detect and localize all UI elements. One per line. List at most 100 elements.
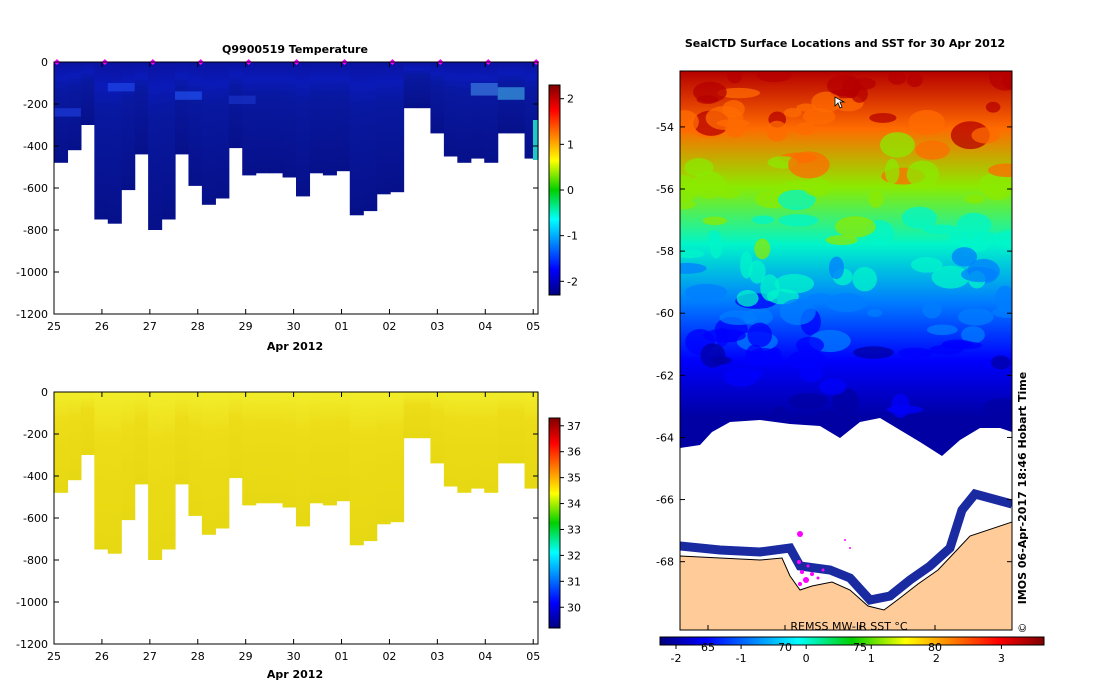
colorbar-tick-label: 2 bbox=[567, 93, 574, 106]
y-tick-label: -1000 bbox=[16, 596, 48, 609]
longitude-ticks: 65 70 75 80 bbox=[701, 625, 942, 654]
sst-texture-patch bbox=[961, 326, 985, 344]
sst-texture-patch bbox=[788, 349, 827, 370]
sst-texture-patch bbox=[901, 206, 937, 229]
sst-map-panel: SealCTD Surface Locations and SST for 30… bbox=[656, 37, 1045, 665]
profile-column bbox=[67, 392, 82, 481]
sst-texture-patch bbox=[740, 251, 753, 279]
sst-texture-patch bbox=[904, 413, 927, 429]
profile-column bbox=[430, 62, 445, 134]
profile-column bbox=[511, 392, 526, 464]
y-tick-label: 0 bbox=[41, 56, 48, 69]
profile-column bbox=[134, 392, 149, 485]
x-tick-label: 01 bbox=[335, 320, 349, 333]
temperature-x-axis: 25 26 27 28 29 30 01 02 03 04 05 bbox=[47, 62, 540, 333]
profile-column bbox=[148, 392, 163, 560]
copyright-symbol: © bbox=[1016, 623, 1029, 634]
sst-texture-patch bbox=[703, 328, 746, 343]
profile-column bbox=[296, 392, 311, 527]
sst-texture-patch bbox=[852, 266, 877, 292]
x-tick-label: 28 bbox=[191, 650, 205, 663]
sst-texture-patch bbox=[906, 160, 940, 188]
y-tick-label: -600 bbox=[23, 512, 48, 525]
sst-colorbar-tick-label: 2 bbox=[933, 652, 940, 665]
profile-column bbox=[390, 62, 405, 193]
y-tick-label: -400 bbox=[23, 470, 48, 483]
sst-texture-patch bbox=[927, 423, 955, 441]
profile-column bbox=[336, 62, 351, 172]
colorbar-tick-label: 1 bbox=[567, 138, 574, 151]
colorbar-tick-label: -1 bbox=[567, 230, 578, 243]
latitude-tick-label: -64 bbox=[656, 431, 674, 444]
sst-texture-patch bbox=[692, 171, 727, 199]
colorbar-tick-label: 37 bbox=[567, 420, 581, 433]
colorbar-tick-label: 36 bbox=[567, 446, 581, 459]
profile-column bbox=[121, 392, 136, 521]
sst-colorbar-tick-label: 3 bbox=[998, 652, 1005, 665]
sst-texture-patch bbox=[994, 285, 1012, 313]
sst-texture-patch bbox=[825, 235, 858, 246]
sst-texture-patch bbox=[784, 108, 802, 118]
profile-column bbox=[188, 392, 203, 516]
sst-texture-patch bbox=[951, 247, 978, 267]
x-tick-label: 30 bbox=[287, 320, 301, 333]
profile-column bbox=[242, 392, 257, 506]
colorbar-tick-label: -2 bbox=[567, 275, 578, 288]
sst-texture bbox=[680, 71, 1012, 441]
salinity-colorbar-ticks: 37 36 35 34 33 32 31 30 bbox=[560, 420, 581, 614]
sst-texture-patch bbox=[799, 365, 823, 383]
temperature-field bbox=[54, 62, 539, 230]
sst-texture-patch bbox=[680, 262, 707, 274]
salinity-colorbar bbox=[548, 417, 561, 629]
seal-location-marker bbox=[803, 577, 809, 583]
sst-texture-patch bbox=[754, 238, 771, 260]
sst-texture-patch bbox=[978, 173, 1012, 196]
sst-texture-patch bbox=[973, 232, 1001, 242]
sst-texture-patch bbox=[832, 387, 859, 415]
profile-column bbox=[215, 392, 230, 529]
x-tick-label: 27 bbox=[143, 320, 157, 333]
salinity-section-panel: 0 -200 -400 -600 -800 -1000 -1200 25 26 27 28 29 30… bbox=[16, 386, 581, 681]
profile-column bbox=[484, 392, 499, 493]
seal-location-marker bbox=[849, 547, 851, 549]
sst-texture-patch bbox=[834, 216, 876, 238]
sst-texture-patch bbox=[700, 343, 726, 368]
x-tick-label: 04 bbox=[478, 650, 492, 663]
sst-texture-patch bbox=[948, 230, 969, 244]
sst-texture-patch bbox=[719, 310, 757, 326]
salinity-x-axis: 25 26 27 28 29 30 01 02 03 04 05 bbox=[47, 392, 540, 663]
sst-texture-patch bbox=[985, 101, 1001, 113]
sst-texture-patch bbox=[696, 95, 719, 104]
latitude-tick-label: -56 bbox=[656, 183, 674, 196]
x-tick-label: 26 bbox=[95, 320, 109, 333]
profile-column bbox=[215, 62, 230, 199]
y-tick-label: -200 bbox=[23, 98, 48, 111]
sst-colorbar-tick-label: 0 bbox=[803, 652, 810, 665]
sst-colorbar-ticks: -2 -1 0 1 2 3 bbox=[671, 645, 1005, 665]
longitude-tick-label: 70 bbox=[778, 641, 792, 654]
sst-texture-patch bbox=[747, 322, 773, 348]
y-tick-label: -600 bbox=[23, 182, 48, 195]
sst-texture-patch bbox=[991, 355, 1011, 370]
latitude-tick-label: -66 bbox=[656, 494, 674, 507]
x-tick-label: 27 bbox=[143, 650, 157, 663]
profile-column bbox=[269, 392, 284, 504]
sst-texture-patch bbox=[802, 108, 836, 125]
salinity-field bbox=[54, 392, 539, 560]
sst-texture-patch bbox=[957, 308, 994, 326]
seal-location-marker bbox=[806, 564, 810, 568]
x-tick-label: 29 bbox=[239, 320, 253, 333]
latitude-tick-label: -62 bbox=[656, 369, 674, 382]
temperature-layer bbox=[107, 83, 135, 92]
y-tick-label: -400 bbox=[23, 140, 48, 153]
sst-texture-patch bbox=[727, 71, 743, 84]
x-tick-label: 05 bbox=[526, 320, 540, 333]
temperature-layer bbox=[497, 87, 525, 100]
profile-column bbox=[94, 392, 109, 550]
sst-texture-patch bbox=[766, 120, 788, 142]
profile-column bbox=[255, 392, 270, 504]
profile-column bbox=[94, 62, 109, 220]
sst-colorbar-tick-label: -2 bbox=[671, 652, 682, 665]
colorbar-tick-label: 31 bbox=[567, 575, 581, 588]
profile-column bbox=[161, 62, 176, 220]
